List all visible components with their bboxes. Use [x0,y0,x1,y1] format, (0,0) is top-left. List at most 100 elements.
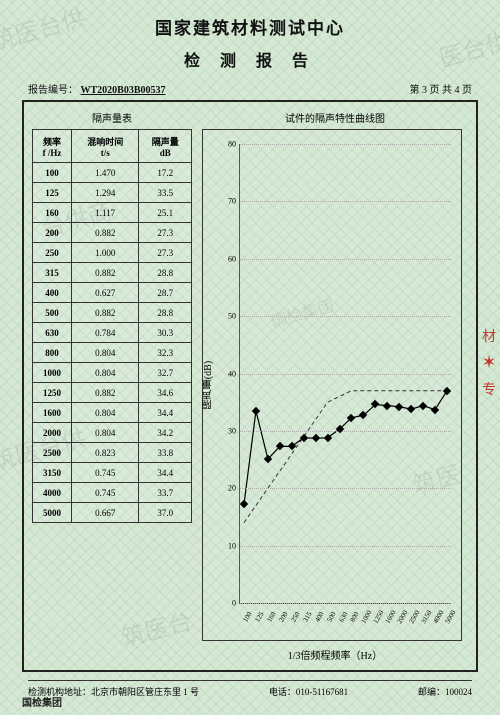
x-tick-label: 200 [277,610,289,623]
table-row: 25000.82333.8 [33,443,192,463]
table-cell: 5000 [33,503,72,523]
x-tick-label: 160 [265,610,277,623]
x-tick-label: 1000 [360,609,374,625]
table-cell: 28.8 [139,303,192,323]
table-cell: 200 [33,223,72,243]
table-cell: 1.470 [72,163,139,183]
table-cell: 0.627 [72,283,139,303]
table-row: 2000.88227.3 [33,223,192,243]
table-cell: 27.3 [139,223,192,243]
x-tick-label: 630 [337,610,349,623]
report-no-value: WT2020B03B00537 [81,85,166,96]
table-cell: 0.667 [72,503,139,523]
table-cell: 32.7 [139,363,192,383]
x-tick-label: 400 [313,610,325,623]
table-cell: 400 [33,283,72,303]
x-tick-label: 250 [289,610,301,623]
x-tick-label: 2500 [408,609,422,625]
table-cell: 0.745 [72,483,139,503]
table-cell: 125 [33,183,72,203]
table-row: 5000.88228.8 [33,303,192,323]
y-tick-label: 40 [218,369,236,378]
table-row: 3150.88228.8 [33,263,192,283]
table-cell: 800 [33,343,72,363]
footer-zip: 邮编：100024 [418,685,472,698]
table-cell: 34.4 [139,463,192,483]
table-cell: 1.294 [72,183,139,203]
table-cell: 28.8 [139,263,192,283]
x-tick-label: 315 [301,610,313,623]
x-tick-label: 500 [325,610,337,623]
table-cell: 37.0 [139,503,192,523]
table-row: 16000.80434.4 [33,403,192,423]
table-cell: 0.823 [72,443,139,463]
table-row: 2501.00027.3 [33,243,192,263]
report-meta: 报告编号： WT2020B03B00537 第 3 页 共 4 页 [28,81,472,96]
table-cell: 33.7 [139,483,192,503]
table-cell: 0.882 [72,383,139,403]
y-tick-label: 0 [218,599,236,608]
table-cell: 0.882 [72,303,139,323]
table-row: 31500.74534.4 [33,463,192,483]
table-cell: 3150 [33,463,72,483]
table-cell: 1000 [33,363,72,383]
table-cell: 17.2 [139,163,192,183]
footer: 检测机构地址：北京市朝阳区管庄东里 1 号 电话：010-51167681 邮编… [28,680,472,698]
header: 国家建筑材料测试中心 检 测 报 告 [0,0,500,71]
table-cell: 0.804 [72,423,139,443]
table-cell: 27.3 [139,243,192,263]
org-title: 国家建筑材料测试中心 [0,14,500,39]
y-tick-label: 20 [218,484,236,493]
stamp-char: ✶ [480,352,498,373]
table-cell: 630 [33,323,72,343]
table-cell: 0.784 [72,323,139,343]
table-cell: 100 [33,163,72,183]
table-row: 8000.80432.3 [33,343,192,363]
table-cell: 315 [33,263,72,283]
x-tick-label: 3150 [420,609,434,625]
table-cell: 34.6 [139,383,192,403]
table-cell: 2000 [33,423,72,443]
x-tick-label: 5000 [444,609,458,625]
table-row: 4000.62728.7 [33,283,192,303]
table-cell: 0.882 [72,223,139,243]
report-no-label: 报告编号： [28,85,78,96]
table-cell: 0.745 [72,463,139,483]
x-tick-label: 1250 [372,609,386,625]
page-indicator: 第 3 页 共 4 页 [410,81,473,96]
stamp-char: 专 [480,379,498,399]
table-row: 20000.80434.2 [33,423,192,443]
red-stamp: 材 ✶ 专 [480,320,498,405]
table-cell: 1600 [33,403,72,423]
table-cell: 4000 [33,483,72,503]
y-tick-label: 50 [218,312,236,321]
table-row: 10000.80432.7 [33,363,192,383]
table-cell: 250 [33,243,72,263]
table-cell: 34.4 [139,403,192,423]
table-row: 1601.11725.1 [33,203,192,223]
x-tick-label: 4000 [432,609,446,625]
table-cell: 33.8 [139,443,192,463]
y-tick-label: 70 [218,197,236,206]
table-cell: 1.000 [72,243,139,263]
table-cell: 34.2 [139,423,192,443]
table-header: 频率f /Hz [33,130,72,163]
table-cell: 2500 [33,443,72,463]
table-cell: 33.5 [139,183,192,203]
table-row: 12500.88234.6 [33,383,192,403]
chart-title: 试件的隔声特性曲线图 [202,110,468,125]
table-row: 6300.78430.3 [33,323,192,343]
table-cell: 25.1 [139,203,192,223]
x-tick-label: 1600 [384,609,398,625]
table-cell: 1.117 [72,203,139,223]
y-tick-label: 30 [218,426,236,435]
table-header: 混响时间t/s [72,130,139,163]
table-cell: 500 [33,303,72,323]
chart: 隔声量(dB) 01020304050607080100125160200250… [202,129,462,641]
chart-ylabel: 隔声量(dB) [201,361,216,409]
table-row: 40000.74533.7 [33,483,192,503]
y-tick-label: 80 [218,140,236,149]
y-tick-label: 60 [218,254,236,263]
table-header: 隔声量dB [139,130,192,163]
report-title: 检 测 报 告 [0,47,500,71]
